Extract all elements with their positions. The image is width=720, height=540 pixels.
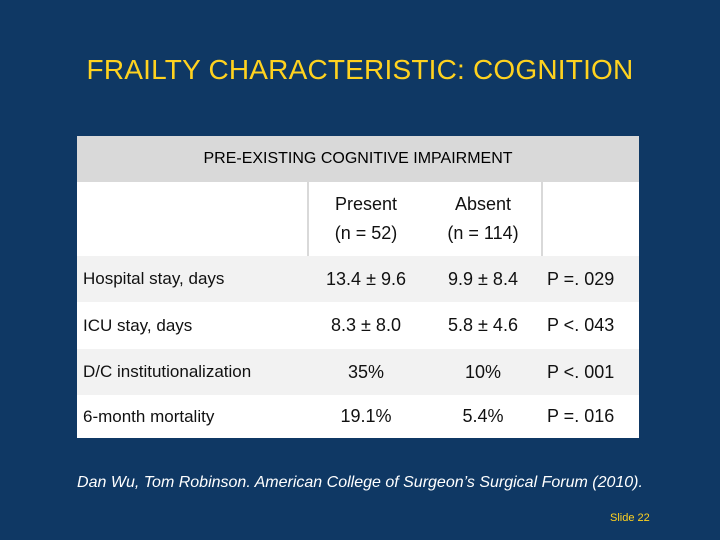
row-label: ICU stay, days	[83, 315, 193, 335]
table-row: Hospital stay, days 13.4 ± 9.6 9.9 ± 8.4…	[77, 256, 639, 302]
row-label: D/C institutionalization	[83, 362, 252, 381]
p-value: P <. 001	[547, 361, 615, 382]
absent-value: 9.9 ± 8.4	[448, 268, 518, 289]
table-row: 6-month mortality 19.1% 5.4% P =. 016	[77, 395, 639, 438]
present-n: (n = 52)	[334, 223, 398, 243]
p-value: P =. 016	[547, 406, 615, 426]
results-table: PRE-EXISTING COGNITIVE IMPAIRMENT Presen…	[77, 136, 639, 438]
absent-n: (n = 114)	[447, 223, 519, 243]
present-value: 8.3 ± 8.0	[331, 315, 401, 335]
column-header-row: Present (n = 52) Absent (n = 114)	[77, 182, 639, 256]
slide-title: FRAILTY CHARACTERISTIC: COGNITION	[86, 54, 634, 85]
column-header-absent: Absent (n = 114)	[425, 182, 541, 256]
column-header-present: Present (n = 52)	[307, 182, 425, 256]
present-label: Present	[334, 194, 398, 214]
p-value: P <. 043	[547, 315, 615, 335]
header-divider	[541, 182, 543, 256]
empty-header-cell	[77, 182, 307, 256]
present-value: 19.1%	[340, 406, 392, 426]
table-row: ICU stay, days 8.3 ± 8.0 5.8 ± 4.6 P <. …	[77, 302, 639, 349]
absent-value: 5.8 ± 4.6	[448, 315, 518, 335]
slide-number: Slide 22	[610, 512, 650, 524]
empty-p-header-cell	[541, 182, 639, 256]
table-header: PRE-EXISTING COGNITIVE IMPAIRMENT	[77, 136, 639, 182]
header-divider	[307, 182, 309, 256]
present-value: 13.4 ± 9.6	[326, 268, 406, 289]
row-label: Hospital stay, days	[83, 269, 225, 288]
p-value: P =. 029	[547, 268, 615, 289]
present-value: 35%	[347, 361, 385, 382]
row-label: 6-month mortality	[83, 406, 215, 426]
table-row: D/C institutionalization 35% 10% P <. 00…	[77, 349, 639, 395]
absent-value: 5.4%	[462, 406, 504, 426]
absent-label: Absent	[454, 194, 512, 214]
citation: Dan Wu, Tom Robinson. American College o…	[77, 474, 643, 491]
absent-value: 10%	[464, 361, 502, 382]
